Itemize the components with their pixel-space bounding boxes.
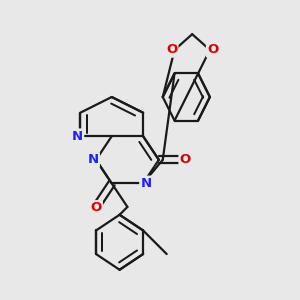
- Text: O: O: [180, 153, 191, 166]
- Text: N: N: [72, 130, 83, 143]
- Text: O: O: [166, 44, 177, 56]
- Text: N: N: [88, 153, 99, 166]
- Text: N: N: [140, 177, 152, 190]
- Text: O: O: [90, 201, 102, 214]
- Text: O: O: [207, 44, 218, 56]
